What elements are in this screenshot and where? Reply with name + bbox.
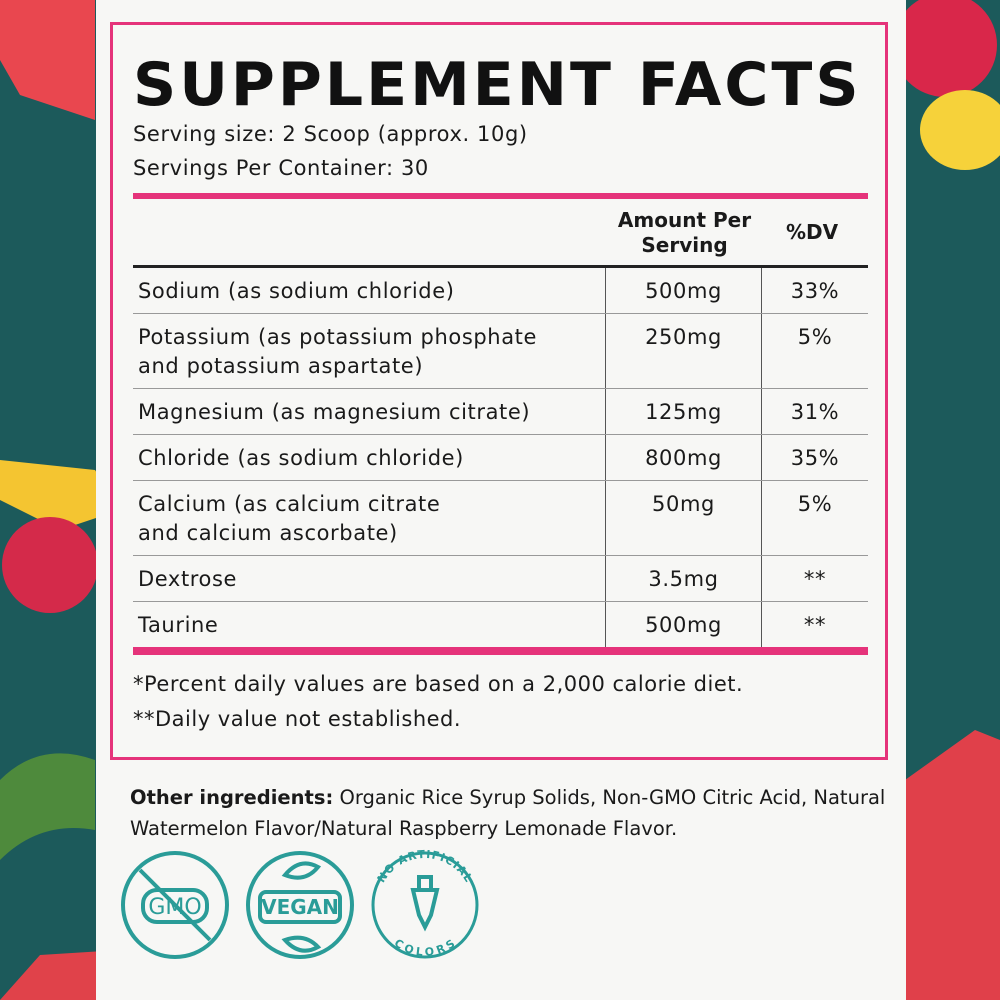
column-header: Amount Per Serving	[617, 208, 752, 257]
facts-table: Sodium (as sodium chloride) 500mg 33% Potas…	[133, 268, 868, 647]
badges: GMO VEGAN NO ARTIFICIAL COLORS	[121, 848, 479, 959]
table-row: Sodium (as sodium chloride) 500mg 33%	[133, 268, 868, 314]
nutrient-name-line: Chloride (as sodium chloride)	[138, 446, 464, 470]
title: SUPPLEMENT FACTS	[133, 50, 862, 120]
daily-value: 33%	[761, 268, 868, 314]
nutrient-name-line: Taurine	[138, 613, 219, 637]
svg-text:NO ARTIFICIAL: NO ARTIFICIAL	[375, 848, 476, 885]
footnote: **Daily value not established.	[133, 707, 462, 731]
nutrient-name: Chloride (as sodium chloride)	[133, 434, 606, 481]
table-row: Potassium (as potassium phosphate and pot…	[133, 313, 868, 389]
table-row: Dextrose 3.5mg **	[133, 555, 868, 602]
divider	[133, 193, 868, 199]
amount: 500mg	[605, 601, 762, 647]
amount: 3.5mg	[605, 555, 762, 602]
amount: 50mg	[605, 480, 762, 556]
daily-value: 31%	[761, 388, 868, 435]
ingredients-label: Other ingredients:	[130, 786, 334, 809]
nutrient-name-line: Potassium (as potassium phosphate	[138, 325, 538, 349]
daily-value: 5%	[761, 313, 868, 389]
servings-per-container: Servings Per Container: 30	[133, 156, 429, 180]
badge-colors-top: NO ARTIFICIAL	[375, 848, 475, 885]
daily-value: **	[761, 601, 868, 647]
table-row: Magnesium (as magnesium citrate) 125mg 31%	[133, 388, 868, 435]
amount: 500mg	[605, 268, 762, 314]
nutrient-name-line: Dextrose	[138, 567, 238, 591]
divider	[133, 647, 868, 655]
ingredients-text: Organic Rice Syrup Solids, Non-GMO Citri…	[130, 786, 886, 840]
divider	[133, 265, 868, 268]
table-row: Calcium (as calcium citrate and calcium a…	[133, 480, 868, 556]
other-ingredients: Other ingredients: Organic Rice Syrup So…	[130, 782, 900, 844]
nutrient-name: Taurine	[133, 602, 606, 648]
amount: 125mg	[605, 388, 762, 435]
badge-vegan: VEGAN	[261, 895, 339, 919]
nutrient-name-line: Magnesium (as magnesium citrate)	[138, 400, 531, 424]
daily-value: 5%	[761, 480, 868, 556]
table-row: Chloride (as sodium chloride) 800mg 35%	[133, 434, 868, 481]
facts-border	[110, 22, 888, 760]
nutrient-name: Magnesium (as magnesium citrate)	[133, 388, 606, 435]
nutrient-name: Sodium (as sodium chloride)	[133, 268, 606, 314]
footnote: *Percent daily values are based on a 2,0…	[133, 672, 744, 696]
serving-size: Serving size: 2 Scoop (approx. 10g)	[133, 122, 528, 146]
nutrient-name-line: and calcium ascorbate)	[138, 521, 398, 545]
nutrient-name: Potassium (as potassium phosphate and pot…	[133, 313, 606, 389]
badge-gmo: GMO	[148, 895, 201, 920]
amount: 800mg	[605, 434, 762, 481]
nutrient-name: Dextrose	[133, 555, 606, 602]
amount: 250mg	[605, 313, 762, 389]
nutrient-name: Calcium (as calcium citrate and calcium a…	[133, 480, 606, 556]
nutrient-name-line: Sodium (as sodium chloride)	[138, 279, 455, 303]
daily-value: **	[761, 555, 868, 602]
table-row: Taurine 500mg **	[133, 601, 868, 648]
nutrient-name-line: Calcium (as calcium citrate	[138, 492, 441, 516]
column-header: %DV	[785, 220, 839, 244]
daily-value: 35%	[761, 434, 868, 481]
nutrient-name-line: and potassium aspartate)	[138, 354, 424, 378]
